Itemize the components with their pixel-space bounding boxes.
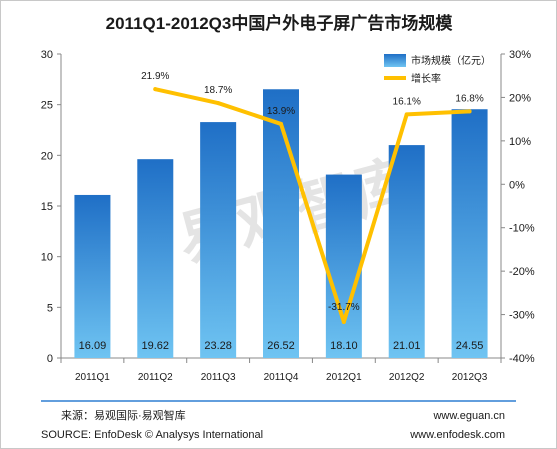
bar-value-label: 23.28 [204, 340, 232, 352]
legend-line-label: 增长率 [411, 72, 441, 85]
y-right-tick-label: -10% [509, 223, 535, 235]
x-tick-label: 2012Q1 [326, 372, 362, 383]
growth-rate-point [279, 121, 283, 126]
bar-value-label: 26.52 [267, 340, 295, 352]
bar [137, 159, 174, 358]
bar-value-label: 16.09 [79, 340, 107, 352]
y-right-tick-label: 30% [509, 49, 531, 61]
y-right-tick-label: 20% [509, 92, 531, 104]
footer-url-enfodesk: www.enfodesk.com [409, 429, 505, 441]
growth-rate-point [153, 87, 158, 92]
axes: 0 5 10 15 20 25 30 -40% -30% -20% -10% 0% 10% 20% 30% 2… [41, 49, 535, 383]
x-tick-label: 2011Q2 [138, 372, 173, 383]
bar-value-label: 19.62 [142, 340, 170, 352]
x-tick-label: 2012Q3 [452, 372, 488, 383]
footer-url-eguan: www.eguan.cn [432, 410, 505, 422]
bar [388, 145, 425, 358]
legend-bar-swatch [384, 54, 406, 67]
x-tick-label: 2011Q4 [264, 372, 299, 383]
bar [325, 174, 362, 358]
y-right-tick-label: 0% [509, 179, 525, 191]
growth-rate-label: -31.7% [328, 302, 360, 313]
growth-rate-point [216, 101, 221, 106]
bar-value-label: 18.10 [330, 340, 358, 352]
x-tick-label: 2011Q1 [75, 372, 110, 383]
y-left-tick-label: 30 [41, 49, 53, 61]
growth-rate-point [404, 112, 409, 117]
x-tick-label: 2012Q2 [389, 372, 425, 383]
footer-source-cn: 来源：易观国际·易观智库 [61, 408, 186, 422]
bar [263, 89, 299, 358]
bar [451, 109, 488, 358]
chart-title: 2011Q1-2012Q3中国户外电子屏广告市场规模 [106, 13, 454, 33]
bar-value-label: 24.55 [456, 340, 484, 352]
bar-series [74, 89, 488, 358]
y-left-tick-label: 0 [47, 353, 53, 365]
growth-rate-label: 18.7% [204, 85, 232, 96]
growth-rate-label: 16.8% [455, 93, 483, 104]
legend: 市场规模（亿元） 增长率 [384, 54, 491, 85]
y-left-tick-label: 20 [41, 150, 53, 162]
bar [200, 122, 237, 358]
x-tick-label: 2011Q3 [201, 372, 236, 383]
growth-rate-label: 13.9% [267, 106, 295, 117]
y-left-tick-label: 5 [47, 302, 53, 314]
y-right-tick-label: -30% [509, 310, 535, 322]
y-left-tick-label: 15 [41, 201, 53, 213]
growth-rate-line [153, 87, 472, 324]
y-right-tick-label: -20% [509, 266, 535, 278]
data-labels: 16.09 19.62 23.28 26.52 18.10 21.01 24.55 21.9%… [79, 71, 484, 352]
growth-rate-label: 16.1% [393, 96, 421, 107]
legend-bar-label: 市场规模（亿元） [411, 54, 491, 67]
y-right-tick-label: -40% [509, 353, 535, 365]
footer-source-en: SOURCE: EnfoDesk © Analysys Internationa… [41, 429, 263, 441]
y-left-tick-label: 25 [41, 100, 53, 112]
growth-line-series [153, 87, 472, 324]
bar [74, 194, 111, 358]
growth-rate-point [341, 319, 346, 324]
bar-value-label: 21.01 [393, 340, 421, 352]
y-left-tick-label: 10 [41, 252, 53, 264]
y-right-tick-label: 10% [509, 136, 531, 148]
growth-rate-label: 21.9% [141, 71, 169, 82]
growth-rate-point [467, 109, 472, 114]
